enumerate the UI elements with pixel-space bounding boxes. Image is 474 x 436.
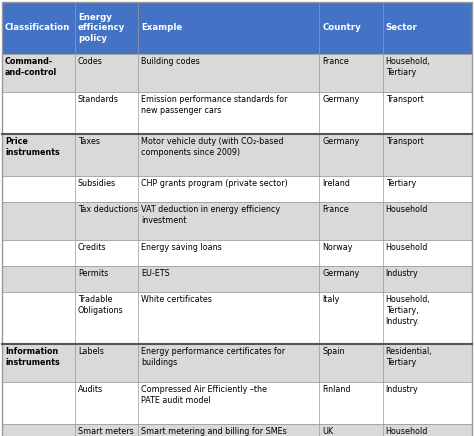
Text: Standards: Standards bbox=[78, 95, 118, 104]
Text: Command-
and-control: Command- and-control bbox=[5, 57, 57, 77]
Text: Germany: Germany bbox=[322, 137, 359, 146]
Text: Household,
Tertiary: Household, Tertiary bbox=[386, 57, 430, 77]
Text: Ireland: Ireland bbox=[322, 179, 350, 188]
Bar bbox=[2, 292, 472, 344]
Text: Tradable
Obligations: Tradable Obligations bbox=[78, 295, 123, 315]
Bar bbox=[2, 2, 472, 54]
Text: CHP grants program (private sector): CHP grants program (private sector) bbox=[141, 179, 288, 188]
Text: Norway: Norway bbox=[322, 243, 353, 252]
Text: Emission performance standards for
new passenger cars: Emission performance standards for new p… bbox=[141, 95, 288, 115]
Bar bbox=[2, 266, 472, 292]
Text: Household
Tertiary: Household Tertiary bbox=[386, 427, 428, 436]
Text: Energy
efficiency
policy: Energy efficiency policy bbox=[78, 13, 125, 43]
Bar bbox=[2, 92, 472, 134]
Text: Codes: Codes bbox=[78, 57, 103, 66]
Text: Spain: Spain bbox=[322, 347, 345, 356]
Text: Permits: Permits bbox=[78, 269, 108, 278]
Bar bbox=[2, 202, 472, 240]
Text: Subsidies: Subsidies bbox=[78, 179, 116, 188]
Bar bbox=[2, 424, 472, 436]
Text: Industry: Industry bbox=[386, 269, 419, 278]
Text: Energy performance certificates for
buildings: Energy performance certificates for buil… bbox=[141, 347, 285, 367]
Text: France: France bbox=[322, 57, 349, 66]
Bar bbox=[2, 54, 472, 92]
Text: Household: Household bbox=[386, 243, 428, 252]
Text: Country: Country bbox=[322, 24, 361, 33]
Text: Household,
Tertiary,
Industry.: Household, Tertiary, Industry. bbox=[386, 295, 430, 326]
Text: Residential,
Tertiary: Residential, Tertiary bbox=[386, 347, 432, 367]
Bar bbox=[2, 134, 472, 176]
Text: Example: Example bbox=[141, 24, 182, 33]
Text: France: France bbox=[322, 205, 349, 214]
Bar bbox=[2, 382, 472, 424]
Text: Classification: Classification bbox=[5, 24, 70, 33]
Text: Industry: Industry bbox=[386, 385, 419, 394]
Text: Germany: Germany bbox=[322, 95, 359, 104]
Text: Audits: Audits bbox=[78, 385, 103, 394]
Text: Price
instruments: Price instruments bbox=[5, 137, 60, 157]
Text: Labels: Labels bbox=[78, 347, 104, 356]
Text: Motor vehicle duty (with CO₂-based
components since 2009): Motor vehicle duty (with CO₂-based compo… bbox=[141, 137, 284, 157]
Text: Finland: Finland bbox=[322, 385, 351, 394]
Bar bbox=[2, 344, 472, 382]
Text: Building codes: Building codes bbox=[141, 57, 200, 66]
Text: White certificates: White certificates bbox=[141, 295, 212, 304]
Text: Credits: Credits bbox=[78, 243, 106, 252]
Text: Transport: Transport bbox=[386, 137, 423, 146]
Text: Sector: Sector bbox=[386, 24, 418, 33]
Text: Smart meters
and billing
information: Smart meters and billing information bbox=[78, 427, 134, 436]
Text: Transport: Transport bbox=[386, 95, 423, 104]
Text: Tax deductions: Tax deductions bbox=[78, 205, 138, 214]
Text: Compressed Air Efficiently –the
PATE audit model: Compressed Air Efficiently –the PATE aud… bbox=[141, 385, 267, 405]
Bar bbox=[2, 240, 472, 266]
Text: Germany: Germany bbox=[322, 269, 359, 278]
Text: Italy: Italy bbox=[322, 295, 340, 304]
Text: Smart metering and billing for SMEs: Smart metering and billing for SMEs bbox=[141, 427, 287, 436]
Text: EU-ETS: EU-ETS bbox=[141, 269, 170, 278]
Text: VAT deduction in energy efficiency
investment: VAT deduction in energy efficiency inves… bbox=[141, 205, 281, 225]
Text: UK: UK bbox=[322, 427, 333, 436]
Text: Energy saving loans: Energy saving loans bbox=[141, 243, 222, 252]
Text: Tertiary: Tertiary bbox=[386, 179, 416, 188]
Text: Information
instruments: Information instruments bbox=[5, 347, 60, 367]
Text: Household: Household bbox=[386, 205, 428, 214]
Text: Taxes: Taxes bbox=[78, 137, 100, 146]
Bar bbox=[2, 176, 472, 202]
